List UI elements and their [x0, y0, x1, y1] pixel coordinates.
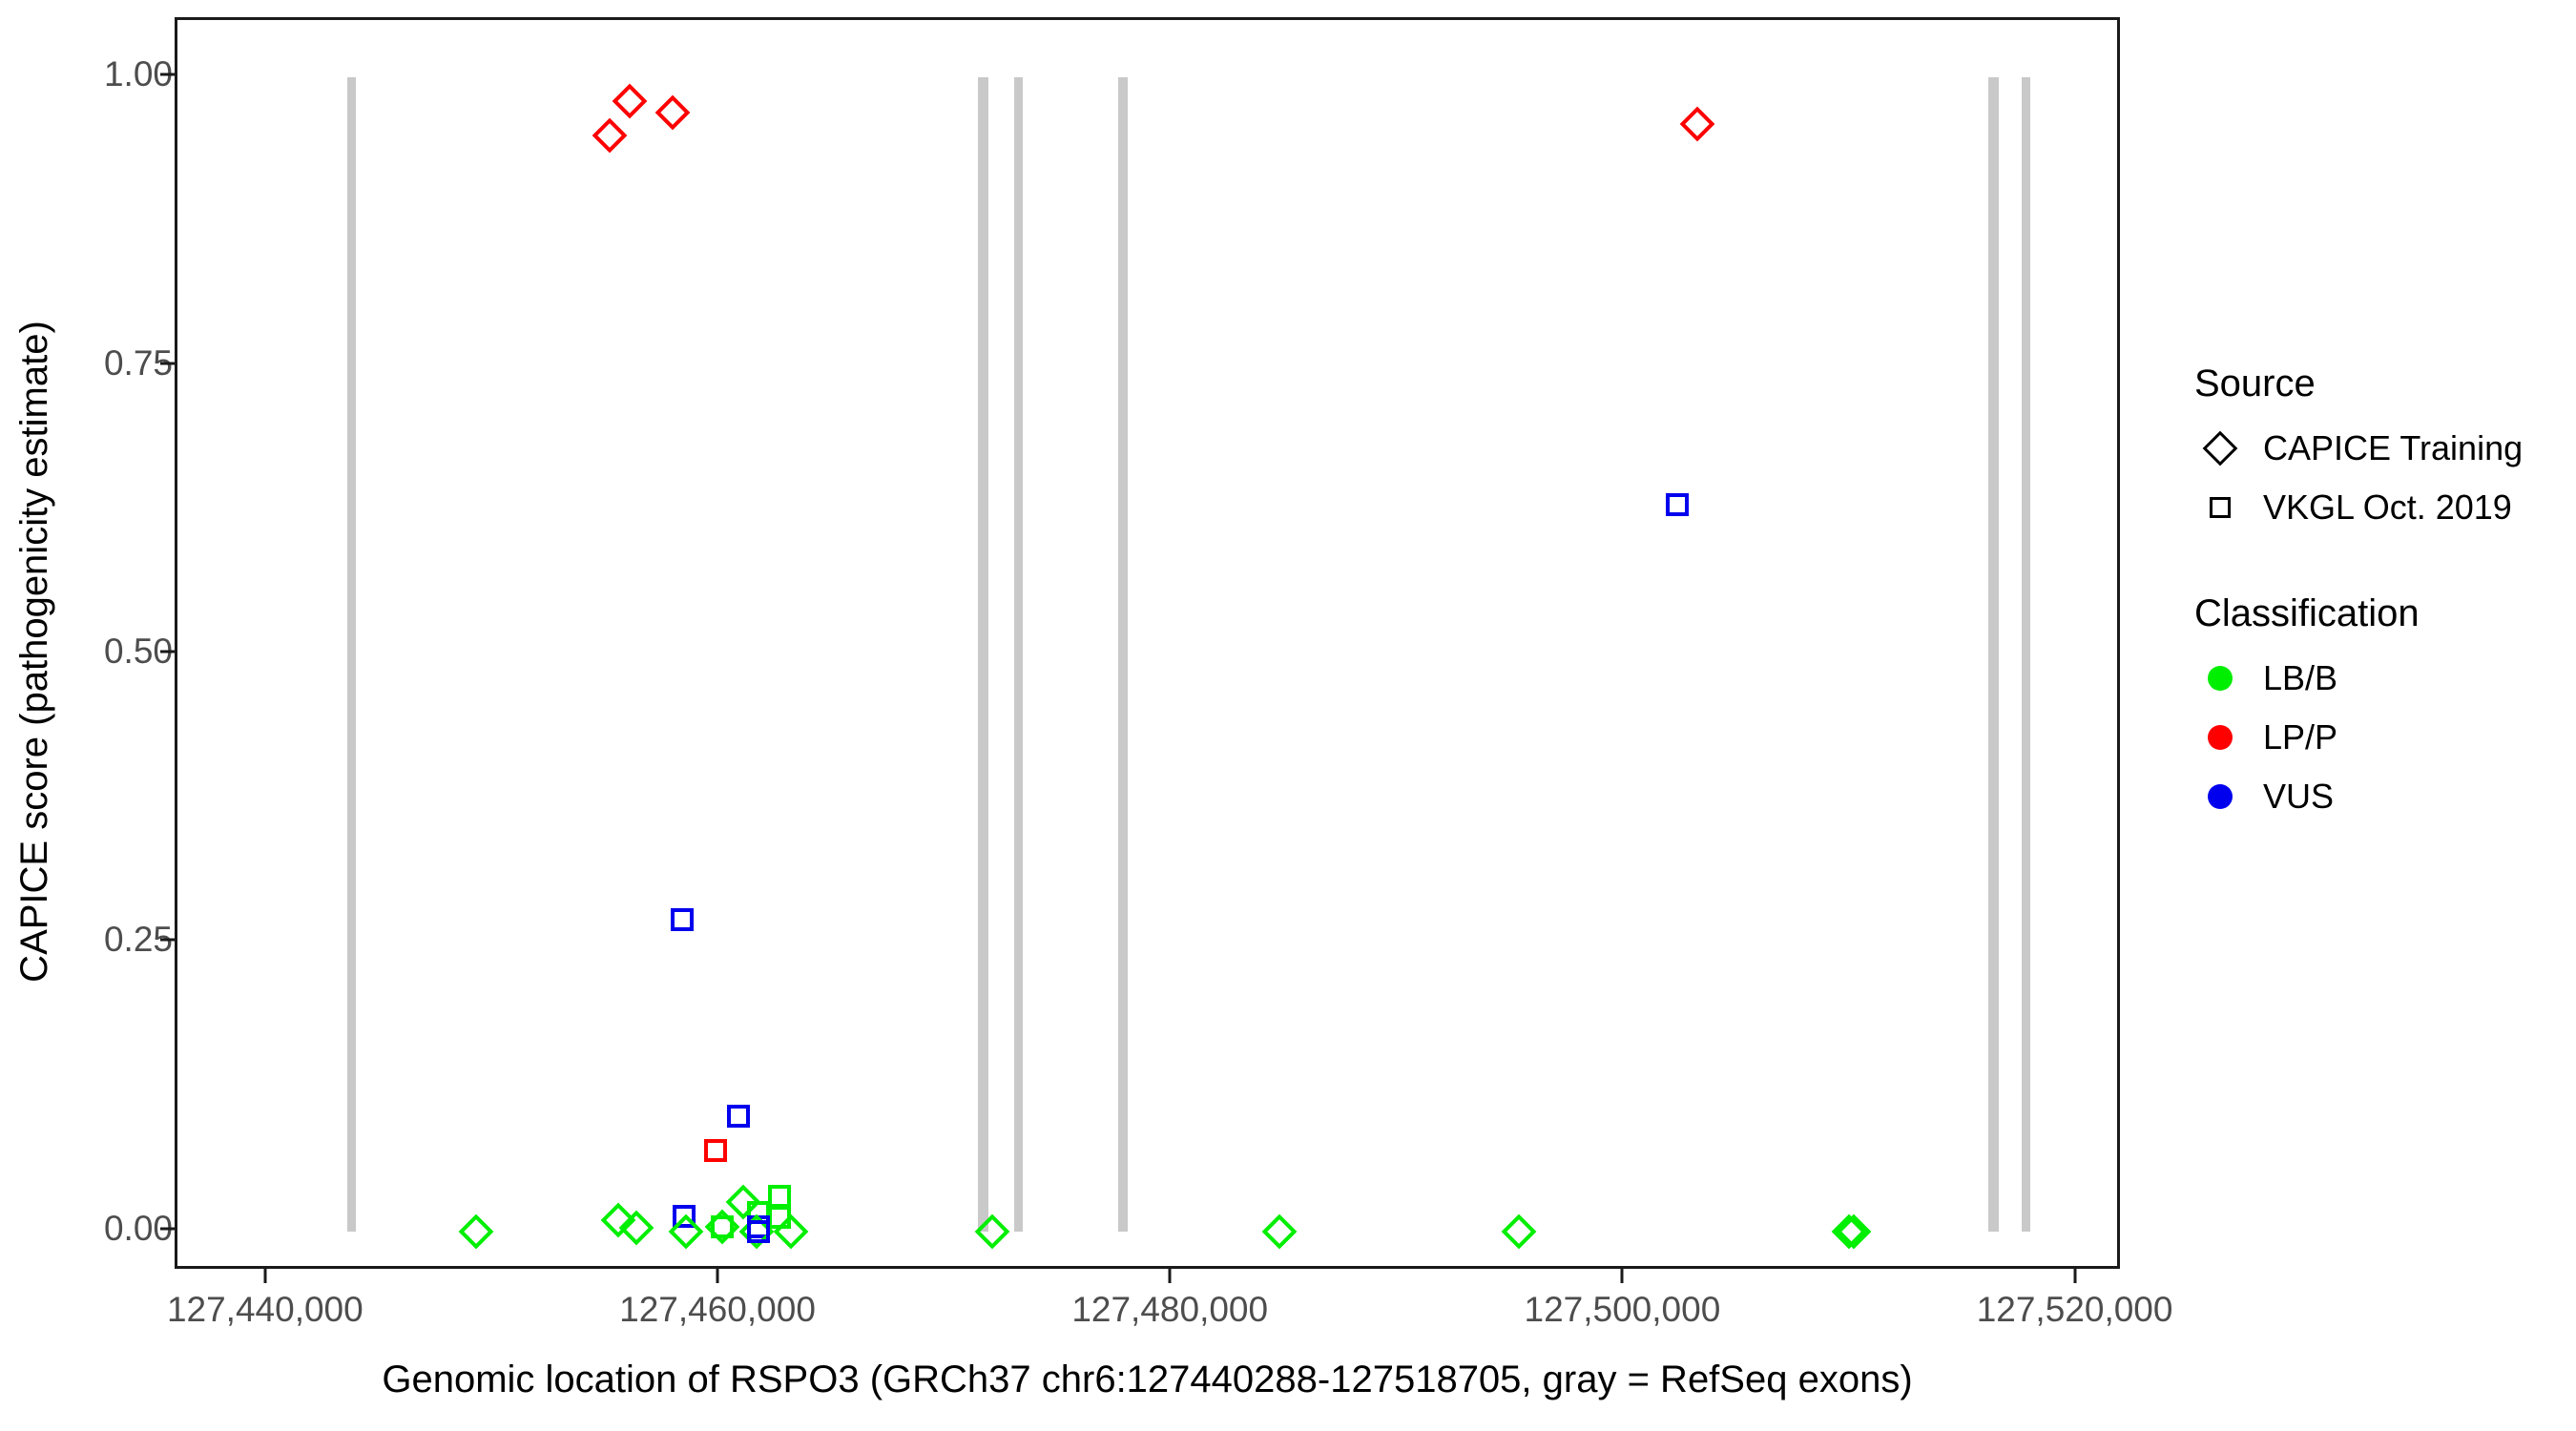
- point-capice-training: [1501, 1213, 1537, 1250]
- y-axis-title-wrapper: CAPICE score (pathogenicity estimate): [8, 17, 61, 1269]
- point-vkgl: [670, 908, 694, 932]
- legend-label: VKGL Oct. 2019: [2263, 487, 2512, 527]
- point-capice-training: [458, 1213, 494, 1250]
- legend-title-classification: Classification: [2194, 592, 2420, 634]
- x-tick-mark: [716, 1269, 719, 1283]
- point-vkgl: [673, 1204, 696, 1228]
- x-tick-label: 127,520,000: [1976, 1290, 2173, 1329]
- legend-label: LB/B: [2263, 658, 2338, 697]
- refseq-exon-bar: [347, 77, 357, 1232]
- legend-classification: Classification LB/B LP/P VUS: [2191, 592, 2572, 826]
- y-tick-mark: [160, 73, 175, 76]
- refseq-exon-bar: [1014, 77, 1024, 1232]
- legend-source: Source CAPICE Training VKGL Oct. 2019: [2191, 363, 2572, 537]
- point-vkgl: [1665, 492, 1689, 516]
- x-tick-mark: [1168, 1269, 1172, 1283]
- legend-key-dot-icon: [2191, 649, 2250, 708]
- legend-container: Source CAPICE Training VKGL Oct. 2019 Class…: [2191, 363, 2572, 881]
- square-icon: [2210, 497, 2231, 518]
- legend-label: LP/P: [2263, 717, 2338, 757]
- dot-icon: [2208, 784, 2233, 809]
- point-vkgl: [767, 1185, 791, 1209]
- point-vkgl: [747, 1219, 771, 1243]
- point-capice-training: [592, 117, 628, 154]
- x-tick-label: 127,480,000: [1071, 1290, 1269, 1329]
- refseq-exon-bar: [1118, 77, 1129, 1232]
- y-tick-mark: [160, 938, 175, 942]
- legend-item[interactable]: VUS: [2191, 767, 2572, 826]
- point-capice-training: [654, 94, 691, 131]
- x-tick-label: 127,500,000: [1524, 1290, 1721, 1329]
- dot-icon: [2208, 725, 2233, 750]
- point-vkgl: [704, 1139, 728, 1163]
- point-capice-training: [1679, 106, 1715, 142]
- refseq-exon-bar: [977, 77, 988, 1232]
- y-tick-mark: [160, 1227, 175, 1231]
- legend-item[interactable]: LP/P: [2191, 708, 2572, 767]
- legend-key-dot-icon: [2191, 708, 2250, 767]
- plot-panel-inner: [177, 20, 2117, 1266]
- point-capice-training: [1261, 1213, 1298, 1250]
- legend-title-source: Source: [2194, 363, 2316, 404]
- point-vkgl: [726, 1104, 750, 1128]
- x-tick-mark: [263, 1269, 267, 1283]
- y-tick-mark: [160, 650, 175, 653]
- point-capice-training: [612, 83, 648, 119]
- x-tick-label: 127,460,000: [619, 1290, 816, 1329]
- refseq-exon-bar: [2021, 77, 2030, 1232]
- legend-item[interactable]: CAPICE Training: [2191, 419, 2572, 478]
- legend-label: CAPICE Training: [2263, 428, 2524, 467]
- legend-key-diamond-icon: [2191, 419, 2250, 478]
- diamond-icon: [2202, 430, 2238, 467]
- legend-label: VUS: [2263, 777, 2335, 816]
- legend-item[interactable]: VKGL Oct. 2019: [2191, 478, 2572, 537]
- point-vkgl: [711, 1214, 735, 1238]
- x-tick-label: 127,440,000: [166, 1290, 364, 1329]
- legend-item[interactable]: LB/B: [2191, 649, 2572, 708]
- y-axis-title: CAPICE score (pathogenicity estimate): [12, 321, 55, 983]
- legend-key-dot-icon: [2191, 767, 2250, 826]
- refseq-exon-bar: [1988, 77, 2000, 1232]
- x-tick-mark: [2073, 1269, 2077, 1283]
- legend-key-square-icon: [2191, 478, 2250, 537]
- x-tick-mark: [1620, 1269, 1624, 1283]
- dot-icon: [2208, 666, 2233, 691]
- plot-panel: [175, 17, 2120, 1269]
- y-tick-mark: [160, 362, 175, 365]
- point-capice-training: [1836, 1213, 1872, 1250]
- x-axis-title: Genomic location of RSPO3 (GRCh37 chr6:1…: [382, 1358, 1913, 1400]
